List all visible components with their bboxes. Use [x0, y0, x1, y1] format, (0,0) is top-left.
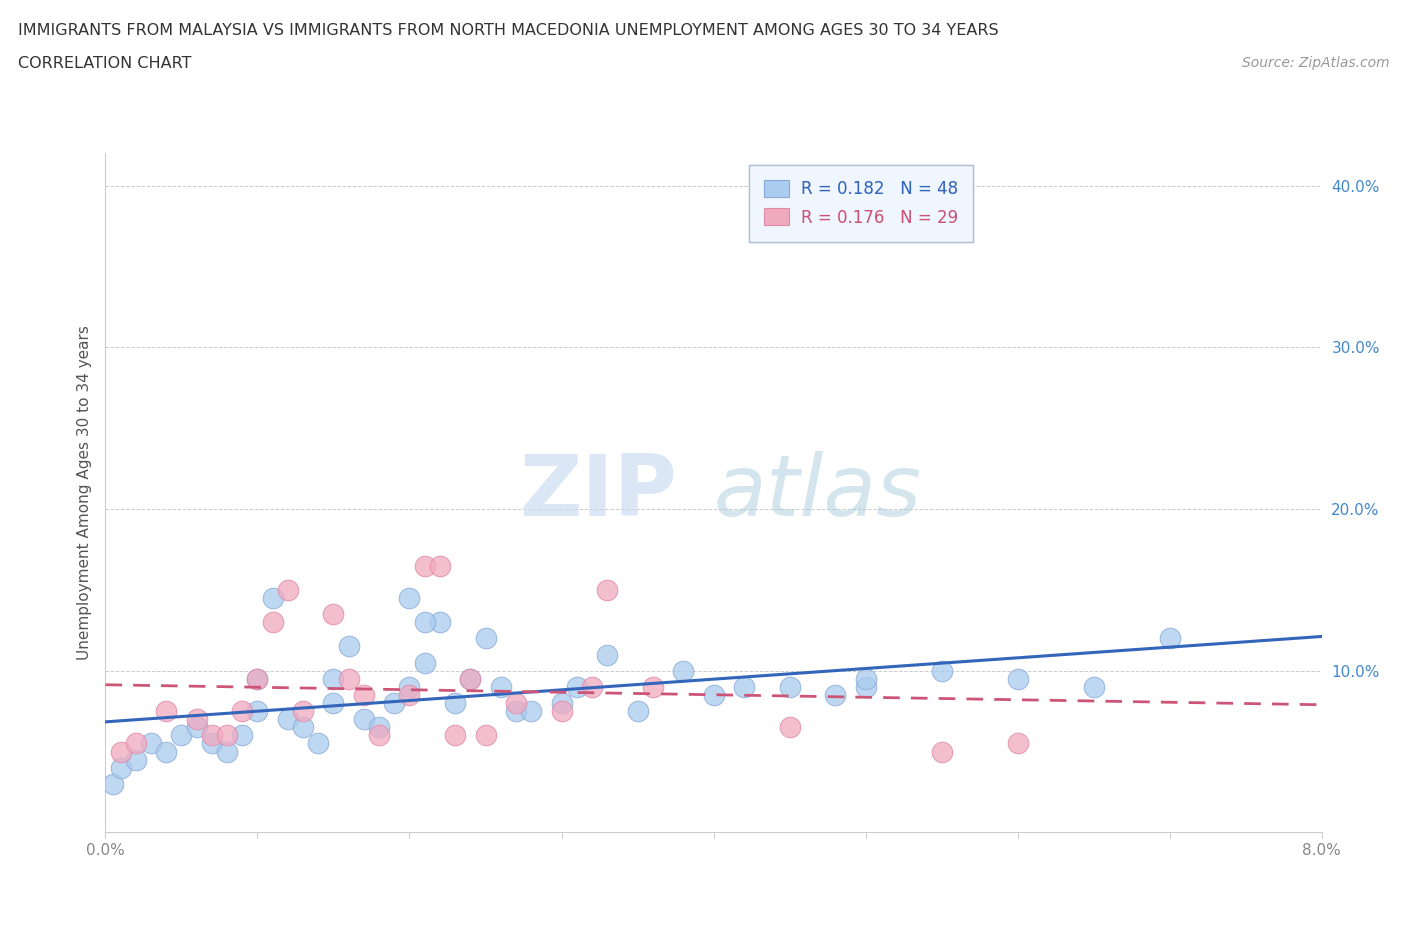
Point — [201, 728, 224, 743]
Point — [277, 711, 299, 726]
Point — [474, 728, 496, 743]
Point — [307, 736, 329, 751]
Point — [505, 696, 527, 711]
Y-axis label: Unemployment Among Ages 30 to 34 years: Unemployment Among Ages 30 to 34 years — [76, 326, 91, 660]
Point — [855, 680, 877, 695]
Point — [779, 680, 801, 695]
Point — [550, 696, 572, 711]
Point — [931, 744, 953, 759]
Point — [337, 639, 360, 654]
Point — [458, 671, 481, 686]
Point — [246, 671, 269, 686]
Point — [322, 606, 344, 621]
Point — [262, 615, 284, 630]
Point — [155, 704, 177, 719]
Point — [505, 704, 527, 719]
Point — [429, 558, 451, 573]
Legend: R = 0.182   N = 48, R = 0.176   N = 29: R = 0.182 N = 48, R = 0.176 N = 29 — [749, 166, 973, 242]
Point — [429, 615, 451, 630]
Point — [217, 744, 239, 759]
Point — [217, 728, 239, 743]
Point — [231, 704, 253, 719]
Point — [201, 736, 224, 751]
Text: CORRELATION CHART: CORRELATION CHART — [18, 56, 191, 71]
Point — [353, 711, 375, 726]
Point — [155, 744, 177, 759]
Point — [110, 760, 132, 775]
Point — [702, 687, 725, 702]
Point — [596, 582, 619, 597]
Text: atlas: atlas — [713, 451, 921, 535]
Point — [277, 582, 299, 597]
Point — [246, 704, 269, 719]
Point — [733, 680, 755, 695]
Point — [398, 591, 420, 605]
Point — [292, 704, 315, 719]
Point — [368, 720, 391, 735]
Point — [489, 680, 512, 695]
Point — [170, 728, 193, 743]
Point — [231, 728, 253, 743]
Point — [672, 663, 695, 678]
Point — [855, 671, 877, 686]
Point — [626, 704, 648, 719]
Point — [1083, 680, 1105, 695]
Point — [262, 591, 284, 605]
Point — [1159, 631, 1181, 645]
Point — [779, 720, 801, 735]
Point — [413, 558, 436, 573]
Point — [413, 656, 436, 671]
Point — [444, 696, 467, 711]
Point — [382, 696, 405, 711]
Point — [581, 680, 603, 695]
Point — [337, 671, 360, 686]
Point — [1007, 671, 1029, 686]
Point — [322, 696, 344, 711]
Point — [550, 704, 572, 719]
Point — [186, 720, 208, 735]
Point — [596, 647, 619, 662]
Point — [565, 680, 588, 695]
Text: IMMIGRANTS FROM MALAYSIA VS IMMIGRANTS FROM NORTH MACEDONIA UNEMPLOYMENT AMONG A: IMMIGRANTS FROM MALAYSIA VS IMMIGRANTS F… — [18, 23, 998, 38]
Point — [139, 736, 162, 751]
Point — [474, 631, 496, 645]
Point — [353, 687, 375, 702]
Text: ZIP: ZIP — [519, 451, 678, 535]
Point — [444, 728, 467, 743]
Point — [110, 744, 132, 759]
Point — [246, 671, 269, 686]
Point — [125, 736, 148, 751]
Point — [368, 728, 391, 743]
Point — [641, 680, 664, 695]
Point — [413, 615, 436, 630]
Point — [322, 671, 344, 686]
Point — [398, 687, 420, 702]
Point — [186, 711, 208, 726]
Point — [1007, 736, 1029, 751]
Point — [101, 777, 124, 791]
Point — [398, 680, 420, 695]
Point — [931, 663, 953, 678]
Point — [458, 671, 481, 686]
Point — [292, 720, 315, 735]
Point — [520, 704, 543, 719]
Point — [824, 687, 846, 702]
Text: Source: ZipAtlas.com: Source: ZipAtlas.com — [1241, 56, 1389, 70]
Point — [125, 752, 148, 767]
